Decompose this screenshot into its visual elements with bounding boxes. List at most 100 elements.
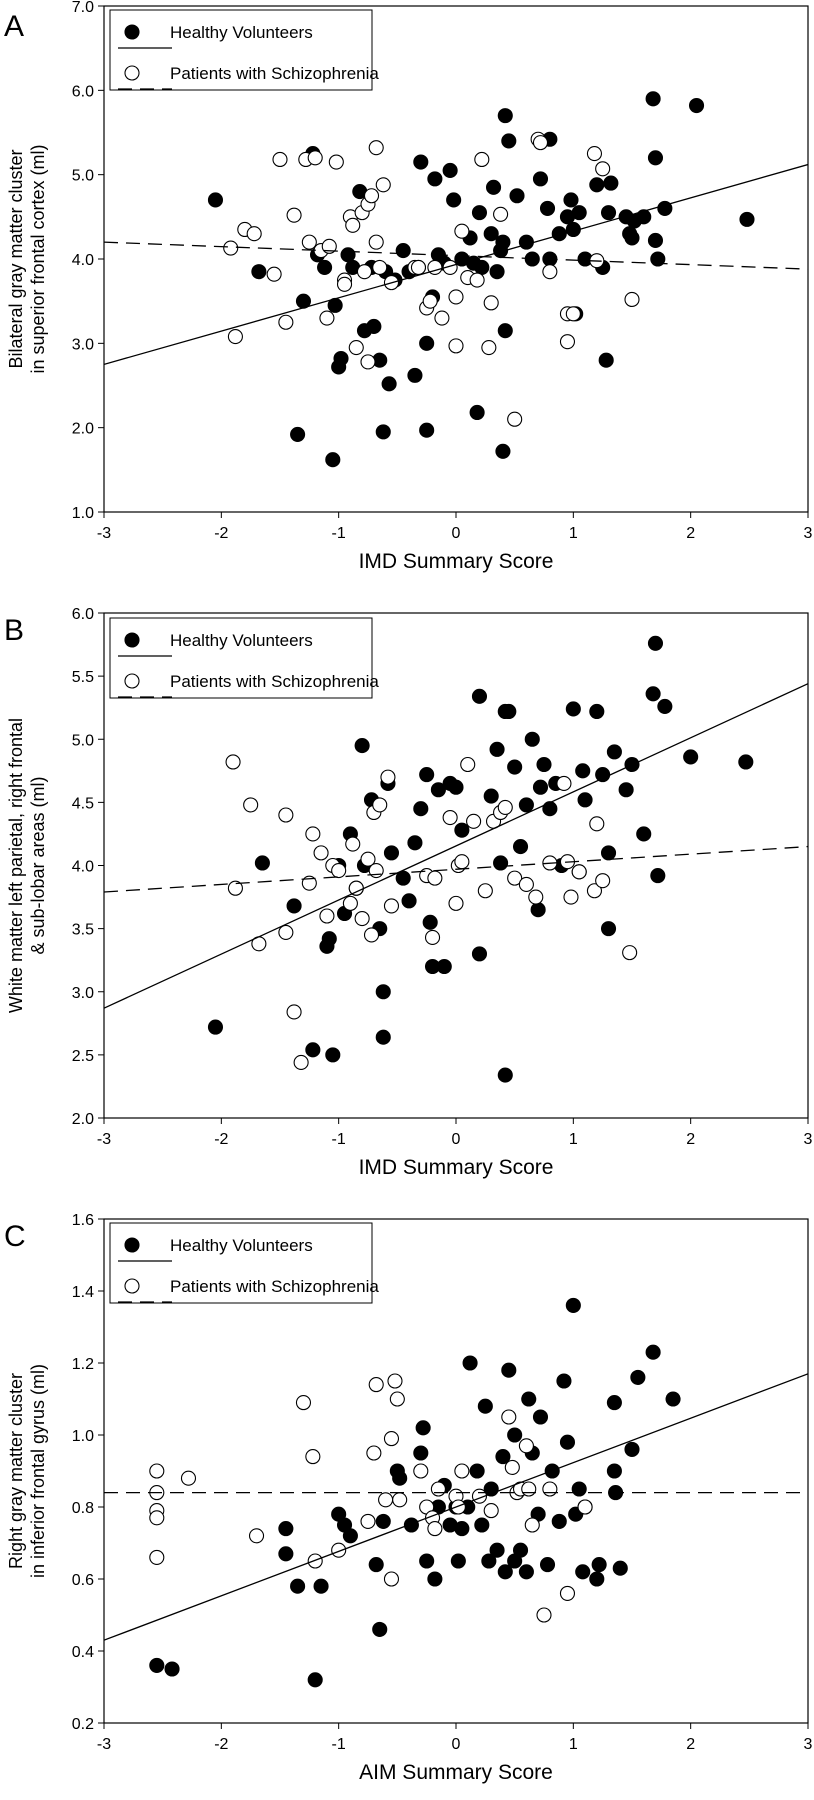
data-point-filled <box>474 259 490 275</box>
data-point-filled <box>164 1661 180 1677</box>
data-point-open <box>368 234 384 250</box>
x-tick-label: 3 <box>804 1736 813 1753</box>
data-point-filled <box>375 1513 391 1529</box>
data-point-filled <box>577 792 593 808</box>
data-point-filled <box>532 1409 549 1425</box>
data-point-filled <box>450 1553 466 1569</box>
data-point-open <box>556 775 572 791</box>
data-point-filled <box>489 741 505 757</box>
data-point-open <box>454 854 470 870</box>
data-point-open <box>227 329 243 345</box>
data-point-open <box>345 836 361 852</box>
data-point-open <box>493 206 509 222</box>
data-point-open <box>328 154 344 170</box>
data-point-open <box>413 1463 429 1479</box>
data-point-open <box>448 895 464 911</box>
data-point-open <box>422 293 438 309</box>
data-point-open <box>387 1373 403 1389</box>
data-point-filled <box>471 205 488 221</box>
data-point-open <box>295 1395 312 1411</box>
data-point-filled <box>395 870 411 886</box>
data-point-open <box>442 259 458 275</box>
x-tick-label: -3 <box>97 1736 111 1753</box>
series-healthy-volunteers <box>207 635 754 1083</box>
x-axis-label: IMD Summary Score <box>359 1156 554 1179</box>
x-tick-label: 0 <box>452 1736 461 1753</box>
legend: Healthy Volunteers Patients with Schizoph… <box>109 1222 379 1304</box>
data-point-open <box>448 289 464 305</box>
data-point-open <box>225 754 241 770</box>
data-point-filled <box>477 1398 493 1414</box>
data-point-filled <box>333 350 349 367</box>
data-point-filled <box>403 1517 419 1533</box>
data-point-open <box>448 338 464 354</box>
data-point-filled <box>589 703 605 720</box>
fit-line-healthy <box>104 1373 808 1641</box>
data-point-open <box>586 146 603 162</box>
y-axis-label-line: Right gray matter cluster <box>6 1373 26 1569</box>
data-point-filled <box>483 788 499 804</box>
data-point-filled <box>501 133 517 149</box>
data-point-open <box>372 797 388 813</box>
data-point-filled <box>524 731 540 747</box>
data-point-open <box>469 272 485 288</box>
data-point-open <box>375 177 391 193</box>
data-point-filled <box>497 108 513 124</box>
data-point-filled <box>469 1463 485 1479</box>
data-point-filled <box>618 782 634 798</box>
data-point-open <box>248 1528 265 1544</box>
data-point-filled <box>419 1553 435 1569</box>
data-point-filled <box>149 1657 165 1673</box>
data-point-filled <box>738 754 754 770</box>
data-point-open <box>272 151 288 168</box>
x-tick-label: -1 <box>332 525 346 542</box>
data-point-open <box>430 1481 446 1497</box>
data-point-filled <box>518 797 534 813</box>
data-point-open <box>366 1445 382 1461</box>
data-point-open <box>149 1463 165 1479</box>
data-point-filled <box>530 902 546 918</box>
data-point-open <box>504 1459 520 1475</box>
data-point-open <box>368 140 384 156</box>
data-point-open <box>410 259 427 275</box>
data-point-open <box>477 883 493 899</box>
fit-line-patients <box>104 845 808 893</box>
data-point-filled <box>483 226 499 242</box>
data-point-open <box>427 1521 443 1537</box>
data-point-open <box>354 910 370 927</box>
data-point-filled <box>454 1521 470 1537</box>
data-point-open <box>466 813 482 829</box>
data-point-filled <box>501 703 517 720</box>
data-point-open <box>460 756 476 773</box>
y-tick-label: 3.0 <box>72 985 94 1002</box>
data-point-filled <box>325 452 341 468</box>
data-point-filled <box>507 1427 523 1443</box>
data-point-filled <box>600 845 617 861</box>
plot-area <box>104 91 808 468</box>
data-point-open <box>293 1054 309 1070</box>
data-point-filled <box>372 1621 388 1637</box>
x-tick-label: 2 <box>686 1131 695 1148</box>
y-tick-label: 6.0 <box>72 606 94 623</box>
data-point-open <box>501 1409 517 1425</box>
x-tick-label: 0 <box>452 525 461 542</box>
x-tick-label: -3 <box>97 1131 111 1148</box>
data-point-filled <box>512 839 529 855</box>
data-point-open <box>305 826 321 842</box>
data-point-filled <box>624 230 640 246</box>
data-point-open <box>305 1449 321 1465</box>
data-point-open <box>149 1549 165 1565</box>
data-point-filled <box>647 150 664 166</box>
data-point-filled <box>313 1578 329 1594</box>
data-point-filled <box>485 179 502 195</box>
data-point-open <box>227 880 243 896</box>
data-point-open <box>383 1431 400 1447</box>
y-tick-label: 4.0 <box>72 252 94 269</box>
y-tick-label: 1.0 <box>72 505 94 522</box>
data-point-open <box>363 927 380 943</box>
y-tick-label: 1.0 <box>72 1428 94 1445</box>
data-point-filled <box>325 1047 341 1063</box>
data-point-open <box>474 151 490 168</box>
legend-marker <box>124 1278 140 1294</box>
y-tick-label: 6.0 <box>72 83 94 100</box>
